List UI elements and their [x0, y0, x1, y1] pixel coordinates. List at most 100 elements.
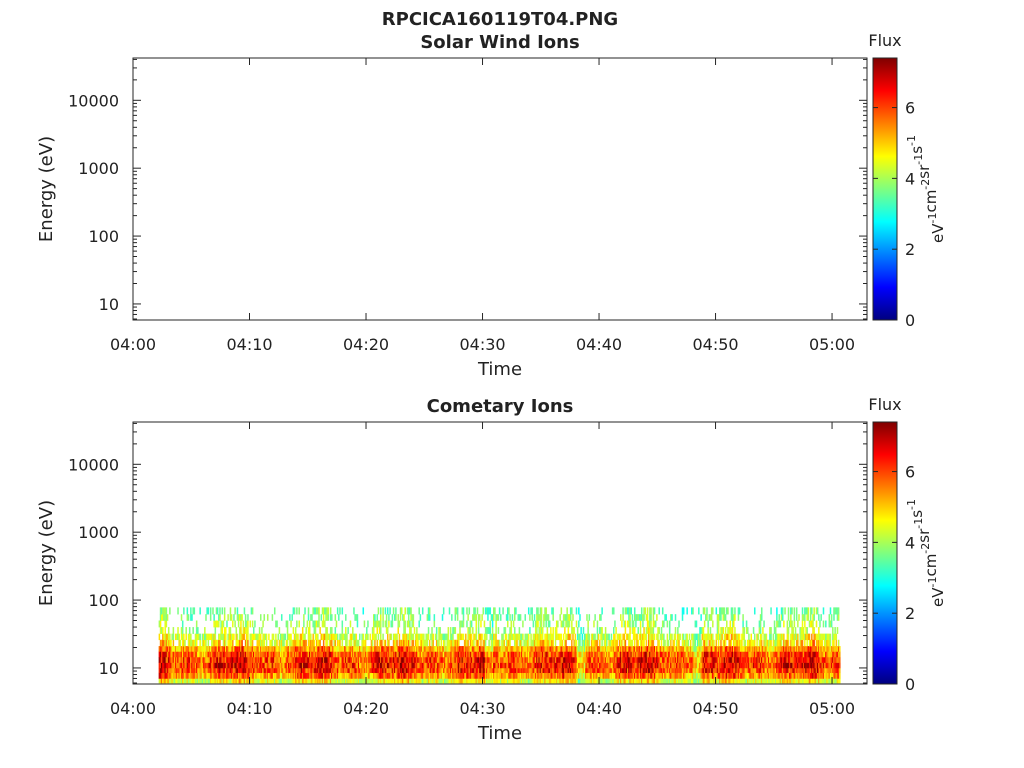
heatmap-cell — [695, 672, 698, 679]
heatmap-cell — [692, 672, 694, 679]
heatmap-cell — [345, 667, 347, 674]
heatmap-cell — [333, 633, 335, 641]
heatmap-cell — [642, 651, 644, 658]
heatmap-cell — [459, 620, 461, 628]
panel-title: Cometary Ions — [427, 396, 574, 417]
heatmap-cell — [249, 667, 252, 674]
heatmap-cell — [712, 667, 714, 674]
heatmap-cell — [694, 633, 697, 641]
heatmap-cell — [642, 633, 644, 641]
heatmap-cell — [440, 667, 443, 674]
heatmap-cell — [165, 656, 168, 663]
heatmap-cell — [670, 646, 672, 652]
heatmap-cell — [654, 672, 657, 679]
heatmap-cell — [346, 656, 348, 663]
heatmap-cell — [503, 678, 506, 684]
heatmap-cell — [370, 662, 373, 669]
heatmap-cell — [214, 651, 217, 658]
heatmap-cell — [476, 667, 479, 674]
heatmap-cell — [642, 678, 644, 684]
heatmap-cell — [411, 620, 413, 628]
heatmap-cell — [395, 662, 397, 669]
heatmap-cell — [692, 646, 694, 652]
heatmap-cell — [459, 678, 461, 684]
heatmap-cell — [731, 656, 734, 663]
heatmap-cell — [435, 678, 438, 684]
heatmap-cell — [578, 607, 580, 615]
heatmap-cell — [638, 614, 641, 621]
heatmap-cell — [167, 656, 170, 663]
heatmap-cell — [567, 614, 570, 621]
heatmap-cell — [678, 672, 680, 679]
heatmap-cell — [520, 667, 523, 674]
heatmap-cell — [596, 633, 599, 641]
heatmap-cell — [460, 651, 462, 658]
heatmap-cell — [225, 639, 227, 647]
heatmap-cell — [467, 633, 469, 641]
heatmap-cell — [629, 651, 631, 658]
heatmap-cell — [250, 607, 253, 615]
heatmap-cell — [652, 678, 655, 684]
heatmap-cell — [506, 667, 509, 674]
heatmap-cell — [614, 667, 616, 674]
heatmap-cell — [689, 646, 692, 652]
heatmap-cell — [733, 656, 735, 663]
heatmap-cell — [475, 651, 478, 658]
heatmap-cell — [458, 667, 460, 674]
heatmap-cell — [380, 651, 382, 658]
y-axis-label: Energy (eV) — [36, 136, 57, 242]
heatmap-cell — [470, 620, 473, 628]
heatmap-cell — [446, 662, 448, 669]
heatmap-cell — [381, 667, 383, 674]
heatmap-cell — [419, 662, 422, 669]
heatmap-cell — [440, 662, 443, 669]
heatmap-cell — [332, 633, 334, 641]
heatmap-cell — [219, 614, 221, 621]
heatmap-cell — [717, 639, 720, 647]
heatmap-cell — [477, 651, 480, 658]
heatmap-cell — [455, 656, 458, 663]
heatmap-cell — [602, 646, 605, 652]
heatmap-cell — [590, 678, 593, 684]
heatmap-cell — [461, 651, 464, 658]
heatmap-cell — [356, 667, 359, 674]
heatmap-cell — [239, 627, 241, 634]
heatmap-cell — [255, 667, 257, 674]
heatmap-cell — [545, 633, 547, 641]
heatmap-cell — [204, 656, 206, 663]
heatmap-cell — [395, 633, 397, 641]
heatmap-cell — [347, 646, 349, 652]
heatmap-cell — [552, 639, 554, 647]
heatmap-cell — [259, 662, 262, 669]
heatmap-cell — [326, 627, 328, 634]
heatmap-cell — [547, 620, 550, 628]
heatmap-cell — [592, 651, 594, 658]
heatmap-cell — [537, 614, 539, 621]
heatmap-cell — [494, 678, 496, 684]
heatmap-cell — [283, 656, 285, 663]
heatmap-cell — [698, 656, 700, 663]
heatmap-cell — [432, 672, 434, 679]
heatmap-cell — [719, 662, 721, 669]
heatmap-cell — [324, 667, 326, 674]
heatmap-cell — [719, 656, 721, 663]
heatmap-cell — [536, 651, 538, 658]
heatmap-cell — [564, 639, 566, 647]
heatmap-cell — [539, 662, 542, 669]
heatmap-cell — [713, 672, 715, 679]
heatmap-cell — [193, 678, 196, 684]
heatmap-cell — [580, 651, 582, 658]
heatmap-cell — [164, 614, 166, 621]
heatmap-cell — [332, 667, 334, 674]
heatmap-cell — [712, 651, 714, 658]
heatmap-cell — [461, 646, 464, 652]
heatmap-cell — [516, 651, 518, 658]
heatmap-cell — [427, 672, 430, 679]
heatmap-cell — [482, 662, 485, 669]
heatmap-cell — [240, 656, 242, 663]
heatmap-cell — [263, 662, 266, 669]
heatmap-cell — [163, 607, 165, 615]
heatmap-cell — [513, 651, 516, 658]
heatmap-cell — [407, 662, 410, 669]
heatmap-cell — [724, 651, 727, 658]
